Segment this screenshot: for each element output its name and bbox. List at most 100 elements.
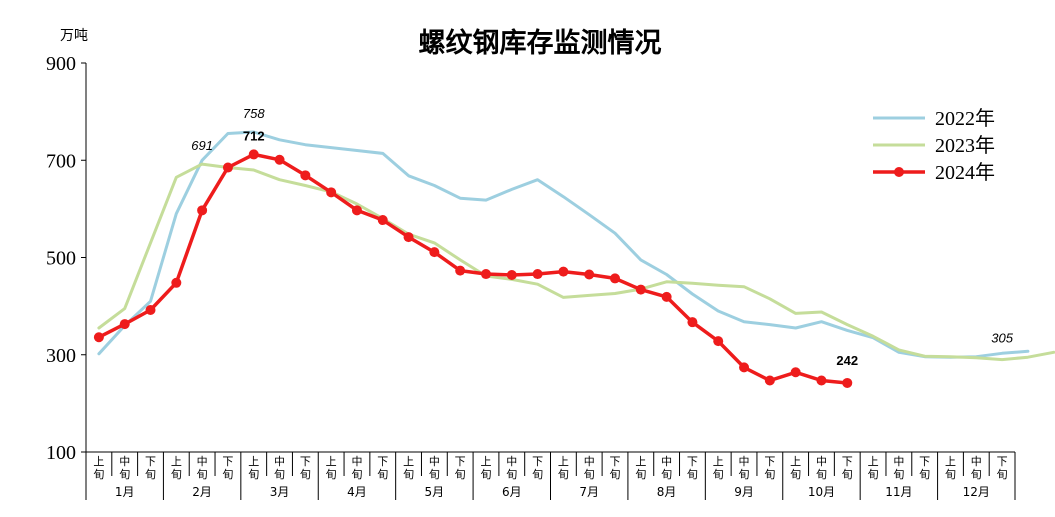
x-subperiod-label: 旬 — [429, 468, 440, 481]
x-subperiod-label: 旬 — [997, 468, 1008, 481]
x-subperiod-label: 旬 — [248, 468, 259, 481]
data-point — [222, 162, 233, 173]
x-subperiod-label: 旬 — [971, 468, 982, 481]
x-subperiod-label: 中 — [816, 455, 827, 468]
x-subperiod-label: 旬 — [274, 468, 285, 481]
x-subperiod-label: 上 — [635, 455, 646, 468]
data-point — [558, 266, 569, 277]
data-point — [248, 149, 259, 160]
y-axis-unit: 万吨 — [60, 28, 88, 44]
x-month-label: 6月 — [502, 485, 522, 499]
x-month-label: 1月 — [115, 485, 135, 499]
y-tick-label: 100 — [46, 442, 76, 464]
x-subperiod-label: 中 — [506, 455, 517, 468]
x-subperiod-label: 中 — [739, 455, 750, 468]
data-point — [790, 367, 801, 378]
data-label: 305 — [991, 331, 1013, 346]
x-subperiod-label: 旬 — [506, 468, 517, 481]
data-label: 712 — [243, 128, 265, 143]
x-subperiod-label: 中 — [429, 455, 440, 468]
x-subperiod-label: 上 — [93, 455, 104, 468]
x-subperiod-label: 下 — [145, 455, 156, 468]
data-point — [351, 205, 362, 216]
y-axis: 100 300 500 700 900 — [46, 53, 87, 464]
x-subperiod-label: 下 — [997, 455, 1008, 468]
chart-title: 螺纹钢库存监测情况 — [419, 28, 662, 59]
x-subperiod-label: 中 — [274, 455, 285, 468]
x-subperiod-label: 旬 — [145, 468, 156, 481]
x-subperiod-label: 中 — [893, 455, 904, 468]
data-point — [197, 205, 208, 216]
data-point — [403, 232, 414, 243]
x-subperiod-label: 中 — [119, 455, 130, 468]
x-subperiod-label: 中 — [584, 455, 595, 468]
x-subperiod-label: 上 — [403, 455, 414, 468]
x-subperiod-label: 上 — [480, 455, 491, 468]
x-subperiod-label: 旬 — [893, 468, 904, 481]
x-subperiod-label: 旬 — [119, 468, 130, 481]
x-subperiod-label: 下 — [842, 455, 853, 468]
x-subperiod-label: 上 — [868, 455, 879, 468]
x-month-label: 9月 — [734, 485, 754, 499]
series-line-2024年 — [97, 152, 850, 385]
data-point — [842, 377, 853, 388]
data-point — [326, 187, 337, 198]
data-point — [713, 336, 724, 347]
x-subperiod-label: 旬 — [377, 468, 388, 481]
x-subperiod-label: 旬 — [816, 468, 827, 481]
y-tick-label: 900 — [46, 53, 76, 75]
x-subperiod-label: 上 — [248, 455, 259, 468]
x-subperiod-label: 中 — [661, 455, 672, 468]
x-subperiod-label: 中 — [971, 455, 982, 468]
x-subperiod-label: 上 — [171, 455, 182, 468]
x-subperiod-label: 旬 — [635, 468, 646, 481]
x-subperiod-label: 旬 — [945, 468, 956, 481]
x-subperiod-label: 上 — [790, 455, 801, 468]
data-point — [300, 170, 311, 181]
data-point — [739, 362, 750, 373]
x-subperiod-label: 旬 — [610, 468, 621, 481]
data-label: 691 — [191, 138, 213, 153]
data-point — [610, 273, 621, 284]
data-point — [119, 319, 130, 330]
x-subperiod-label: 旬 — [661, 468, 672, 481]
x-subperiod-label: 旬 — [403, 468, 414, 481]
x-subperiod-label: 旬 — [790, 468, 801, 481]
x-subperiod-label: 旬 — [93, 468, 104, 481]
x-subperiod-label: 下 — [377, 455, 388, 468]
x-month-label: 10月 — [808, 485, 835, 499]
data-point — [455, 265, 466, 276]
x-subperiod-label: 旬 — [764, 468, 775, 481]
x-subperiod-label: 旬 — [868, 468, 879, 481]
data-point — [480, 269, 491, 280]
x-subperiod-label: 旬 — [480, 468, 491, 481]
series-line-2022年 — [97, 130, 1030, 359]
y-tick-label: 300 — [46, 345, 76, 367]
series-group — [93, 130, 1055, 388]
x-subperiod-label: 旬 — [739, 468, 750, 481]
x-month-label: 11月 — [885, 485, 912, 499]
x-subperiod-label: 旬 — [532, 468, 543, 481]
y-tick-label: 700 — [46, 150, 76, 172]
data-point — [532, 269, 543, 280]
x-subperiod-label: 旬 — [842, 468, 853, 481]
data-point — [687, 317, 698, 328]
data-point — [274, 154, 285, 165]
x-subperiod-label: 旬 — [558, 468, 569, 481]
x-subperiod-label: 旬 — [919, 468, 930, 481]
x-subperiod-label: 旬 — [455, 468, 466, 481]
data-point — [764, 375, 775, 386]
y-tick-label: 500 — [46, 248, 76, 270]
legend: 2022年 2023年 2024年 — [873, 107, 995, 184]
x-subperiod-label: 下 — [610, 455, 621, 468]
x-month-label: 4月 — [347, 485, 367, 499]
x-subperiod-label: 上 — [713, 455, 724, 468]
x-subperiod-label: 上 — [326, 455, 337, 468]
data-point — [171, 277, 182, 288]
x-subperiod-label: 下 — [764, 455, 775, 468]
legend-label: 2024年 — [935, 161, 995, 184]
data-label: 758 — [243, 106, 265, 121]
x-subperiod-label: 旬 — [300, 468, 311, 481]
x-month-label: 8月 — [657, 485, 677, 499]
x-subperiod-label: 旬 — [171, 468, 182, 481]
